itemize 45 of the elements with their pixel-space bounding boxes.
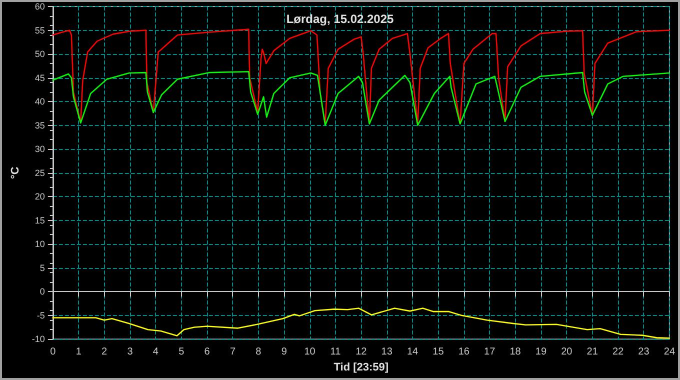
x-tick-label: 13 [381, 346, 393, 358]
text: Lørdag, 15.02.2025 [286, 12, 394, 26]
y-tick-label: 45 [34, 72, 45, 83]
y-tick-label: 50 [34, 49, 45, 60]
y-tick-label: 10 [34, 239, 45, 250]
x-axis-title: Tid [23:59] [334, 362, 389, 374]
x-tick-label: 2 [102, 346, 108, 358]
y-tick-label: 0 [40, 286, 45, 297]
y-tick-label: 40 [34, 96, 45, 107]
x-tick-label: 5 [178, 346, 185, 358]
x-tick-label: 18 [510, 346, 522, 358]
y-tick-label: 25 [34, 168, 45, 178]
x-tick-label: 0 [50, 346, 56, 358]
x-tick-label: 3 [127, 346, 134, 358]
x-tick-label: 1 [76, 346, 82, 358]
y-tick-label: -5 [36, 310, 45, 320]
x-tick-label: 15 [432, 346, 444, 358]
y-tick-label: 60 [34, 2, 45, 12]
x-tick-label: 14 [406, 346, 419, 358]
line-series [52, 70, 670, 126]
x-tick-label: 8 [256, 346, 262, 358]
x-tick-label: 10 [304, 346, 316, 358]
x-tick-label: 17 [484, 346, 496, 358]
x-tick-label: 16 [458, 346, 470, 358]
y-tick-label: 5 [40, 262, 45, 273]
x-tick-label: 4 [152, 346, 159, 358]
x-tick-label: 7 [230, 346, 236, 358]
x-tick-label: 24 [664, 346, 676, 358]
y-tick-label: 55 [34, 25, 45, 36]
y-tick-label: -10 [32, 334, 45, 344]
x-tick-label: 9 [281, 346, 288, 358]
y-tick-label: 35 [34, 120, 45, 130]
x-tick-label: 23 [638, 346, 650, 358]
x-tick-label: 22 [612, 346, 624, 358]
y-tick-label: 15 [34, 215, 45, 226]
x-tick-label: 20 [561, 346, 573, 358]
x-tick-label: 19 [535, 346, 547, 358]
y-tick-label: 20 [34, 192, 45, 202]
y-axis-title: °C [10, 166, 22, 179]
x-tick-label: 21 [586, 346, 598, 358]
line-series [52, 28, 670, 125]
x-tick-label: 12 [356, 346, 368, 358]
x-tick-label: 6 [204, 346, 210, 358]
y-tick-label: 30 [34, 144, 45, 154]
x-tick-label: 11 [330, 346, 342, 358]
